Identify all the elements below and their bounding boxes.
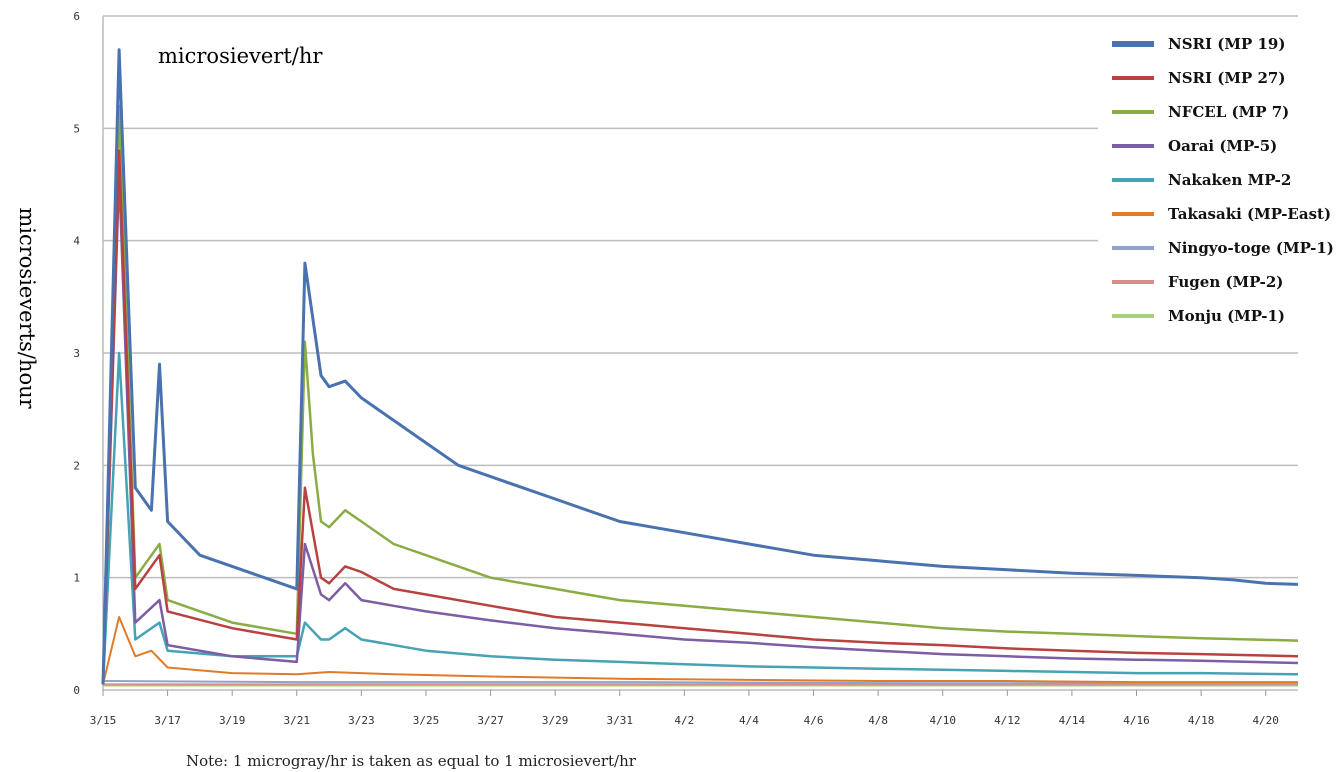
y-tick-label: 4 — [73, 235, 80, 248]
footnote: Note: 1 microgray/hr is taken as equal t… — [186, 752, 636, 770]
y-axis-label: microsieverts/hour — [15, 207, 39, 409]
x-tick-label: 4/8 — [868, 714, 888, 727]
legend-label: Fugen (MP-2) — [1168, 273, 1283, 291]
x-tick-label: 3/29 — [542, 714, 569, 727]
y-axis-ticks: 0 1 2 3 4 5 6 — [73, 10, 80, 697]
series-line — [101, 351, 1299, 685]
chart-title: microsievert/hr — [158, 44, 323, 68]
series-line — [101, 149, 1299, 685]
x-tick-label: 4/18 — [1188, 714, 1215, 727]
x-tick-label: 4/20 — [1252, 714, 1279, 727]
legend-label: Takasaki (MP-East) — [1168, 205, 1331, 223]
x-tick-label: 3/27 — [477, 714, 504, 727]
x-tick-label: 3/17 — [154, 714, 181, 727]
legend: NSRI (MP 19) NSRI (MP 27) NFCEL (MP 7) Oara… — [1098, 28, 1338, 338]
y-tick-label: 2 — [73, 459, 80, 472]
x-tick-label: 3/19 — [219, 714, 246, 727]
x-axis-ticks: 3/15 3/17 3/19 3/21 3/23 3/25 3/27 3/29 3/31 4/2 4… — [90, 690, 1279, 727]
y-tick-label: 0 — [73, 684, 80, 697]
series-line — [101, 104, 1299, 685]
legend-label: NSRI (MP 27) — [1168, 69, 1285, 87]
legend-label: NFCEL (MP 7) — [1168, 103, 1289, 121]
series-line — [101, 48, 1299, 685]
legend-label: Nakaken MP-2 — [1168, 171, 1291, 189]
x-tick-label: 4/10 — [929, 714, 956, 727]
x-tick-label: 4/6 — [804, 714, 824, 727]
x-tick-label: 4/12 — [994, 714, 1021, 727]
legend-label: Oarai (MP-5) — [1168, 137, 1277, 155]
x-tick-label: 4/2 — [674, 714, 694, 727]
x-tick-label: 3/21 — [284, 714, 311, 727]
x-tick-label: 3/25 — [413, 714, 440, 727]
x-tick-label: 4/14 — [1059, 714, 1086, 727]
x-tick-label: 3/31 — [607, 714, 634, 727]
series-lines — [101, 48, 1299, 687]
legend-label: Monju (MP-1) — [1168, 307, 1285, 325]
x-tick-label: 4/16 — [1123, 714, 1150, 727]
y-tick-label: 5 — [73, 122, 80, 135]
y-tick-label: 3 — [73, 347, 80, 360]
x-tick-label: 3/23 — [348, 714, 375, 727]
y-tick-label: 6 — [73, 10, 80, 23]
x-tick-label: 4/4 — [739, 714, 759, 727]
y-tick-label: 1 — [73, 572, 80, 585]
legend-label: NSRI (MP 19) — [1168, 35, 1285, 53]
series-line — [102, 680, 1298, 685]
legend-label: Ningyo-toge (MP-1) — [1168, 239, 1334, 257]
series-line — [101, 172, 1299, 685]
x-tick-label: 3/15 — [90, 714, 117, 727]
series-line — [102, 616, 1298, 685]
